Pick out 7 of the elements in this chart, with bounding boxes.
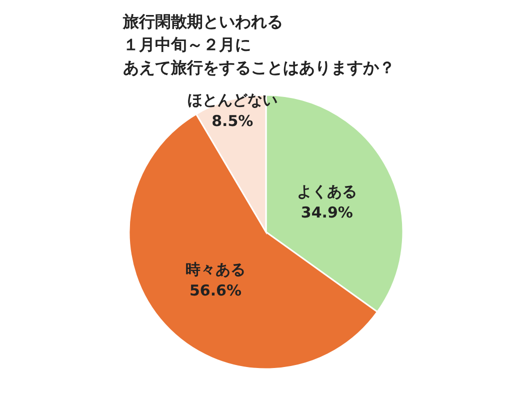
data-label: 34.9% bbox=[300, 204, 353, 222]
data-label: 8.5% bbox=[212, 112, 254, 130]
slice-label: ほとんどない bbox=[187, 91, 278, 110]
data-label: 56.6% bbox=[189, 281, 242, 300]
chart-title: 旅行閑散期といわれる１月中旬～２月にあえて旅行をすることはありますか？ bbox=[122, 12, 395, 77]
slice-label: よくある bbox=[296, 182, 357, 201]
slice-label: 時々ある bbox=[185, 260, 246, 278]
